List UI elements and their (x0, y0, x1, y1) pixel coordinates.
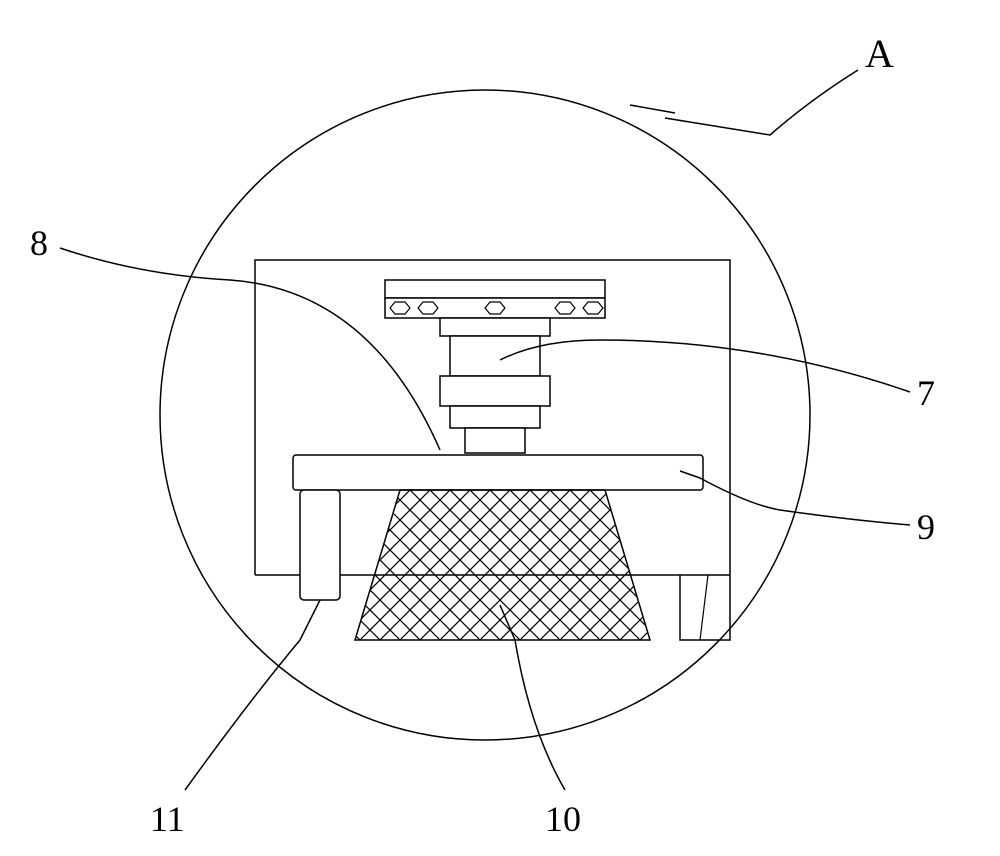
label-9: 9 (917, 506, 935, 548)
label-7: 7 (917, 372, 935, 414)
diagram-svg (0, 0, 1000, 856)
tangent-mark (630, 105, 675, 113)
bolts (390, 302, 603, 314)
label-11: 11 (150, 798, 185, 840)
diagram-canvas: A 7 8 9 10 11 (0, 0, 1000, 856)
right-notch (680, 575, 730, 640)
label-8: 8 (30, 222, 48, 264)
shaft-assembly (440, 318, 550, 453)
left-leg (300, 490, 340, 600)
top-plate (385, 280, 605, 298)
label-10: 10 (545, 798, 581, 840)
disc-plate (293, 455, 703, 490)
label-A: A (865, 30, 894, 77)
hatched-cone (355, 490, 650, 640)
